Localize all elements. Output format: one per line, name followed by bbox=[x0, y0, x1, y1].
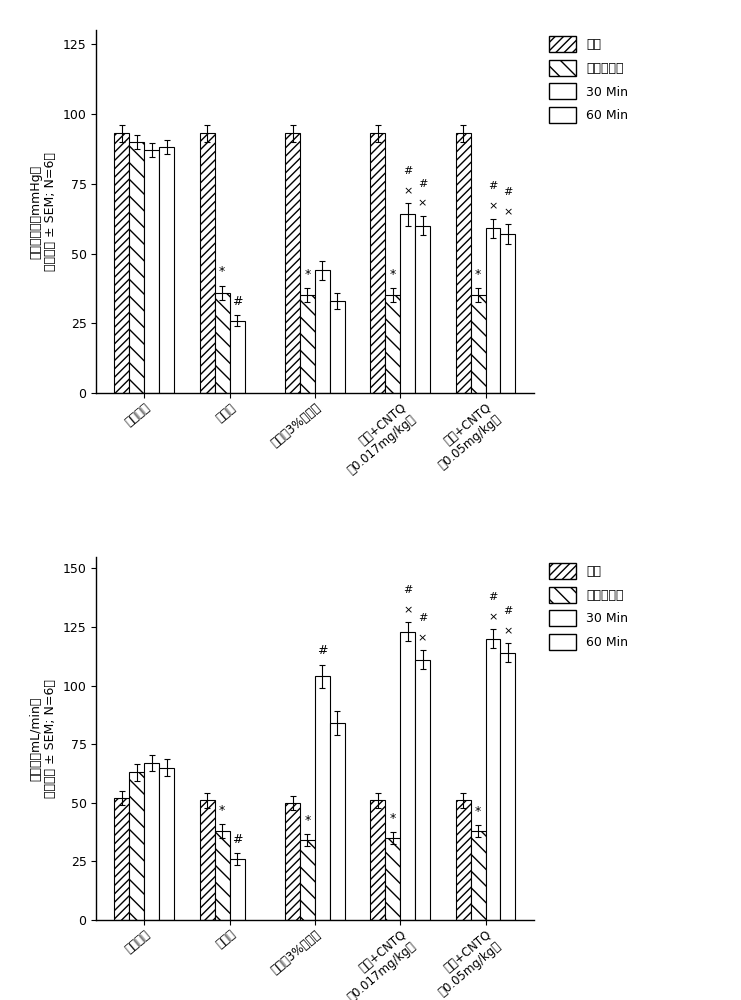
Text: *: * bbox=[475, 805, 481, 818]
Text: *: * bbox=[219, 265, 225, 278]
Text: #: # bbox=[503, 606, 513, 616]
Text: ×: × bbox=[403, 186, 413, 196]
Text: ×: × bbox=[418, 199, 428, 209]
Bar bbox=[400, 214, 415, 393]
Text: #: # bbox=[317, 644, 328, 657]
Text: #: # bbox=[488, 181, 498, 191]
Bar bbox=[315, 676, 330, 920]
Text: #: # bbox=[232, 295, 242, 308]
Bar bbox=[200, 133, 215, 393]
Bar bbox=[485, 639, 500, 920]
Bar bbox=[114, 798, 130, 920]
Bar bbox=[330, 723, 345, 920]
Bar bbox=[144, 150, 159, 393]
Bar bbox=[130, 142, 144, 393]
Text: *: * bbox=[390, 268, 396, 281]
Bar bbox=[200, 800, 215, 920]
Legend: 基线, 出血性休克, 30 Min, 60 Min: 基线, 出血性休克, 30 Min, 60 Min bbox=[548, 563, 628, 650]
Bar bbox=[456, 800, 471, 920]
Bar bbox=[230, 859, 245, 920]
Text: #: # bbox=[488, 592, 498, 602]
Bar bbox=[159, 147, 174, 393]
Bar bbox=[456, 133, 471, 393]
Y-axis label: 心输出（mL/min）
（平均值 ± SEM; N=6）: 心输出（mL/min） （平均值 ± SEM; N=6） bbox=[29, 679, 57, 798]
Bar bbox=[159, 768, 174, 920]
Text: ×: × bbox=[503, 207, 513, 217]
Bar bbox=[230, 321, 245, 393]
Bar bbox=[130, 772, 144, 920]
Bar bbox=[315, 270, 330, 393]
Text: ×: × bbox=[488, 612, 498, 622]
Bar bbox=[485, 228, 500, 393]
Bar bbox=[385, 295, 400, 393]
Bar bbox=[330, 301, 345, 393]
Bar bbox=[400, 632, 415, 920]
Text: #: # bbox=[418, 613, 428, 623]
Text: ×: × bbox=[403, 605, 413, 615]
Bar bbox=[471, 295, 485, 393]
Text: ×: × bbox=[503, 626, 513, 636]
Text: #: # bbox=[403, 585, 413, 595]
Bar bbox=[215, 831, 230, 920]
Bar bbox=[415, 660, 430, 920]
Bar bbox=[300, 840, 315, 920]
Bar bbox=[114, 133, 130, 393]
Text: #: # bbox=[403, 166, 413, 176]
Legend: 基线, 出血性休克, 30 Min, 60 Min: 基线, 出血性休克, 30 Min, 60 Min bbox=[548, 36, 628, 123]
Bar bbox=[500, 234, 516, 393]
Y-axis label: 平均动脉压（mmHg）
（平均值 ± SEM; N=6）: 平均动脉压（mmHg） （平均值 ± SEM; N=6） bbox=[29, 152, 57, 271]
Bar bbox=[215, 293, 230, 393]
Bar bbox=[285, 133, 300, 393]
Text: *: * bbox=[305, 814, 310, 827]
Bar bbox=[144, 763, 159, 920]
Text: *: * bbox=[390, 812, 396, 825]
Bar bbox=[285, 803, 300, 920]
Text: *: * bbox=[305, 268, 310, 281]
Text: #: # bbox=[503, 187, 513, 197]
Bar bbox=[370, 133, 385, 393]
Text: ×: × bbox=[488, 201, 498, 211]
Text: #: # bbox=[418, 179, 428, 189]
Text: *: * bbox=[219, 804, 225, 817]
Bar bbox=[471, 831, 485, 920]
Bar bbox=[385, 838, 400, 920]
Bar bbox=[500, 653, 516, 920]
Bar bbox=[370, 800, 385, 920]
Text: ×: × bbox=[418, 633, 428, 643]
Text: #: # bbox=[232, 833, 242, 846]
Text: *: * bbox=[475, 268, 481, 281]
Bar bbox=[415, 226, 430, 393]
Bar bbox=[300, 295, 315, 393]
